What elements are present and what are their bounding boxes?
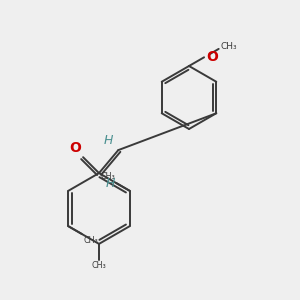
Text: CH₃: CH₃ [84,236,98,245]
Text: CH₃: CH₃ [92,261,106,270]
Text: H: H [106,177,115,190]
Text: O: O [206,50,218,64]
Text: H: H [103,134,113,146]
Text: O: O [69,141,81,155]
Text: CH₃: CH₃ [100,172,115,181]
Text: CH₃: CH₃ [220,42,237,51]
